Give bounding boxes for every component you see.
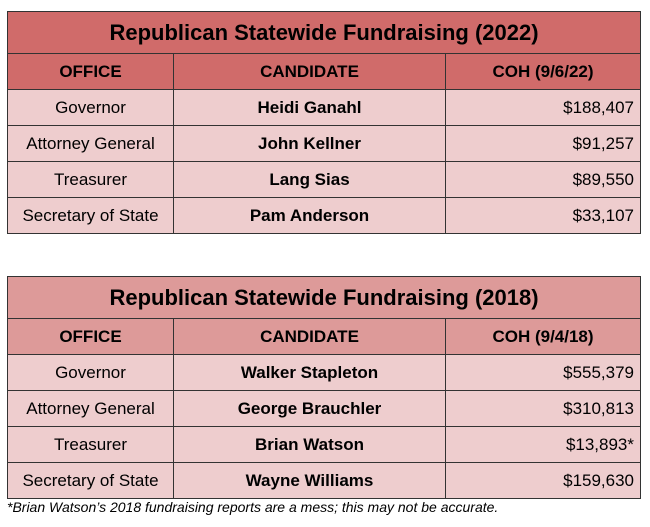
office-cell: Governor bbox=[7, 89, 174, 126]
table-row: Treasurer Lang Sias $89,550 bbox=[7, 161, 642, 198]
table-row: Governor Heidi Ganahl $188,407 bbox=[7, 89, 642, 126]
candidate-cell: Lang Sias bbox=[173, 161, 446, 198]
candidate-cell: John Kellner bbox=[173, 125, 446, 162]
table-row: Attorney General George Brauchler $310,813 bbox=[7, 390, 642, 427]
table-row: Treasurer Brian Watson $13,893* bbox=[7, 426, 642, 463]
candidate-cell: George Brauchler bbox=[173, 390, 446, 427]
header-office: OFFICE bbox=[7, 318, 174, 355]
coh-cell: $310,813 bbox=[444, 390, 642, 427]
coh-cell: $89,550 bbox=[444, 161, 642, 198]
office-cell: Treasurer bbox=[7, 426, 174, 463]
office-cell: Attorney General bbox=[7, 390, 174, 427]
header-coh: COH (9/6/22) bbox=[444, 53, 642, 90]
header-candidate: CANDIDATE bbox=[173, 53, 446, 90]
candidate-cell: Brian Watson bbox=[173, 426, 446, 463]
table-row: Secretary of State Pam Anderson $33,107 bbox=[7, 197, 642, 234]
office-cell: Attorney General bbox=[7, 125, 174, 162]
coh-cell: $91,257 bbox=[444, 125, 642, 162]
coh-cell: $159,630 bbox=[444, 462, 642, 499]
office-cell: Secretary of State bbox=[7, 197, 174, 234]
candidate-cell: Pam Anderson bbox=[173, 197, 446, 234]
office-cell: Treasurer bbox=[7, 161, 174, 198]
table-row: Governor Walker Stapleton $555,379 bbox=[7, 354, 642, 391]
header-coh: COH (9/4/18) bbox=[444, 318, 642, 355]
candidate-cell: Heidi Ganahl bbox=[173, 89, 446, 126]
office-cell: Secretary of State bbox=[7, 462, 174, 499]
candidate-cell: Walker Stapleton bbox=[173, 354, 446, 391]
fundraising-table-2022: Republican Statewide Fundraising (2022) … bbox=[6, 11, 642, 234]
candidate-cell: Wayne Williams bbox=[173, 462, 446, 499]
fundraising-table-2018: Republican Statewide Fundraising (2018) … bbox=[6, 276, 642, 499]
header-office: OFFICE bbox=[7, 53, 174, 90]
coh-cell: $188,407 bbox=[444, 89, 642, 126]
header-candidate: CANDIDATE bbox=[173, 318, 446, 355]
footnote: *Brian Watson’s 2018 fundraising reports… bbox=[7, 499, 499, 515]
table-row: Attorney General John Kellner $91,257 bbox=[7, 125, 642, 162]
table-title: Republican Statewide Fundraising (2022) bbox=[6, 11, 642, 54]
office-cell: Governor bbox=[7, 354, 174, 391]
coh-cell: $555,379 bbox=[444, 354, 642, 391]
table-row: Secretary of State Wayne Williams $159,630 bbox=[7, 462, 642, 499]
coh-cell: $33,107 bbox=[444, 197, 642, 234]
table-title: Republican Statewide Fundraising (2018) bbox=[6, 276, 642, 319]
coh-cell: $13,893* bbox=[444, 426, 642, 463]
